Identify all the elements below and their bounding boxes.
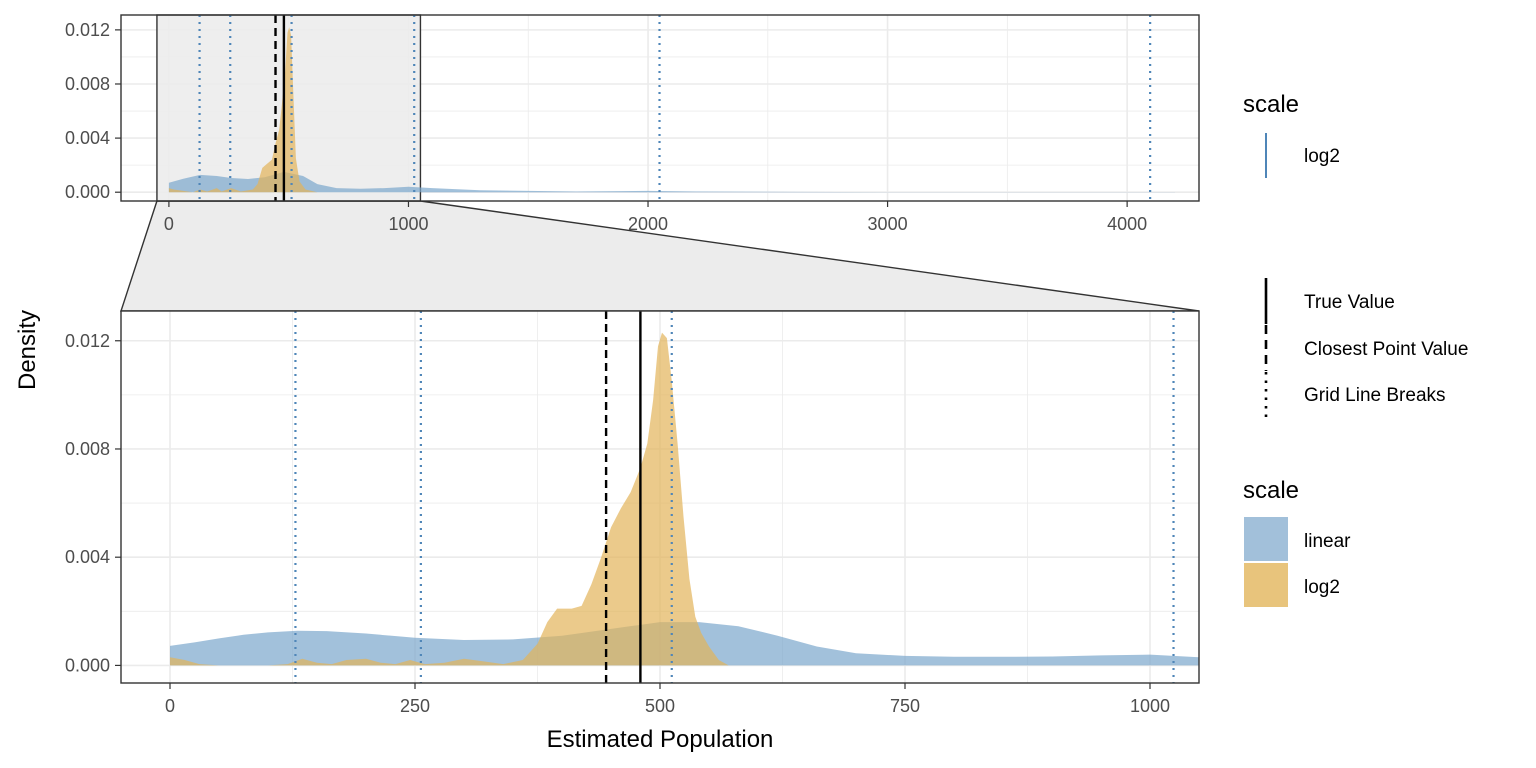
overview-reference-lines	[274, 15, 286, 201]
x-tick-label: 2000	[628, 214, 668, 234]
y-tick-label: 0.000	[65, 182, 110, 202]
y-axis-title: Density	[14, 310, 41, 390]
x-tick-label: 500	[645, 696, 675, 716]
legend-fill-swatch-log2	[1244, 563, 1288, 607]
overview-density-areas	[168, 27, 1175, 193]
legend-fill-label-linear: linear	[1304, 531, 1351, 552]
legend-line-types: True Value Closest Point Value Grid Line…	[1264, 278, 1468, 418]
y-tick-label: 0.012	[65, 331, 110, 351]
x-tick-label: 0	[165, 696, 175, 716]
legend-label-closest-point: Closest Point Value	[1304, 339, 1468, 360]
x-tick-label: 3000	[868, 214, 908, 234]
legend-label-grid-line-breaks: Grid Line Breaks	[1304, 385, 1446, 406]
legend-label-true-value: True Value	[1304, 292, 1395, 313]
overview-y-axis: 0.000 0.004 0.008 0.012	[65, 20, 121, 202]
zoom-y-axis: 0.000 0.004 0.008 0.012	[65, 331, 121, 675]
zoom-reference-lines	[604, 311, 642, 683]
overview-grid-line-breaks	[198, 15, 1152, 201]
legend-fill-title: scale	[1243, 477, 1299, 504]
zoom-x-axis: 0 250 500 750 1000	[165, 683, 1170, 716]
x-tick-label: 250	[400, 696, 430, 716]
legend-scale-top: scale log2	[1243, 91, 1340, 178]
zoom-grid-line-breaks	[294, 311, 1175, 683]
y-tick-label: 0.008	[65, 439, 110, 459]
y-tick-label: 0.004	[65, 547, 110, 567]
overview-panel: 0.000 0.004 0.008 0.012 0 1000 2000 3000 4000	[65, 14, 1200, 234]
x-tick-label: 1000	[388, 214, 428, 234]
density-area-log2	[170, 332, 729, 666]
overview-panel-border	[120, 14, 1200, 202]
x-tick-label: 750	[890, 696, 920, 716]
legend-fill-label-log2: log2	[1304, 577, 1340, 598]
y-tick-label: 0.000	[65, 655, 110, 675]
y-tick-label: 0.004	[65, 128, 110, 148]
zoom-panel: 0.000 0.004 0.008 0.012 0 250 500 750 1000	[65, 310, 1200, 716]
overview-x-axis: 0 1000 2000 3000 4000	[164, 201, 1147, 234]
x-tick-label: 1000	[1130, 696, 1170, 716]
legend-fill-swatch-linear	[1244, 517, 1288, 561]
legend-top-label-log2: log2	[1304, 146, 1340, 167]
y-tick-label: 0.012	[65, 20, 110, 40]
y-tick-label: 0.008	[65, 74, 110, 94]
density-area-log2	[168, 27, 318, 193]
x-tick-label: 0	[164, 214, 174, 234]
legend-scale-fill: scale linear log2	[1243, 477, 1351, 607]
x-axis-title: Estimated Population	[547, 726, 774, 753]
zoom-density-areas	[170, 332, 1199, 666]
x-tick-label: 4000	[1107, 214, 1147, 234]
legend-top-title: scale	[1243, 91, 1299, 118]
